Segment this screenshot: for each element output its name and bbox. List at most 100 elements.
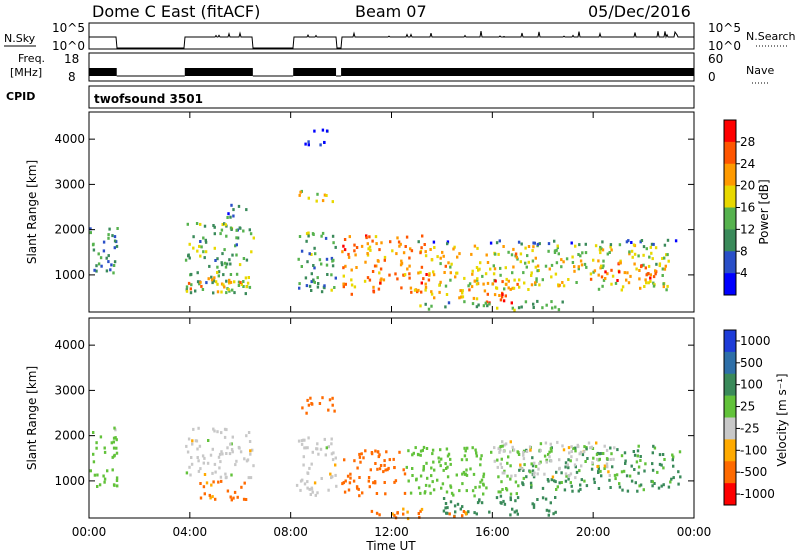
heatmap-cell	[436, 255, 439, 259]
heatmap-cell	[453, 504, 457, 508]
heatmap-cell	[507, 250, 510, 254]
heatmap-cell	[658, 262, 662, 266]
heatmap-cell	[449, 265, 452, 269]
heatmap-cell	[455, 473, 458, 477]
heatmap-cell	[414, 446, 417, 450]
heatmap-cell	[316, 276, 319, 280]
heatmap-cell	[627, 239, 630, 243]
heatmap-cell	[530, 484, 533, 488]
heatmap-cell	[576, 443, 579, 447]
cpid-label: CPID	[6, 90, 35, 103]
heatmap-cell	[471, 302, 475, 306]
heatmap-cell	[579, 450, 583, 454]
heatmap-cell	[333, 409, 336, 413]
heatmap-cell	[446, 475, 450, 479]
heatmap-cell	[666, 238, 670, 242]
heatmap-cell	[534, 464, 538, 468]
heatmap-cell	[531, 456, 534, 460]
heatmap-cell	[536, 242, 540, 246]
heatmap-cell	[198, 444, 202, 448]
heatmap-cell	[372, 481, 375, 485]
y-tick-label: 4000	[54, 338, 85, 352]
heatmap-cell	[516, 496, 520, 500]
heatmap-cell	[626, 271, 629, 275]
heatmap-cell	[657, 486, 661, 490]
colorbar-tick-label: 24	[740, 157, 755, 171]
heatmap-cell	[573, 269, 576, 273]
heatmap-cell	[511, 286, 514, 290]
heatmap-cell	[472, 296, 476, 300]
heatmap-cell	[373, 264, 377, 268]
heatmap-cell	[447, 452, 451, 456]
heatmap-cell	[192, 246, 195, 250]
heatmap-cell	[321, 199, 325, 203]
heatmap-cell	[437, 456, 440, 460]
heatmap-cell	[113, 246, 116, 250]
heatmap-cell	[216, 430, 219, 434]
heatmap-cell	[575, 470, 579, 474]
heatmap-cell	[464, 472, 467, 476]
heatmap-cell	[613, 473, 617, 477]
heatmap-cell	[653, 482, 656, 485]
heatmap-cell	[474, 448, 477, 452]
heatmap-cell	[213, 225, 216, 229]
heatmap-cell	[214, 497, 217, 501]
heatmap-cell	[509, 287, 512, 291]
heatmap-cell	[621, 285, 625, 289]
heatmap-cell	[515, 509, 518, 513]
heatmap-cell	[580, 263, 584, 267]
heatmap-cell	[231, 253, 234, 257]
heatmap-cell	[295, 483, 299, 487]
heatmap-cell	[519, 260, 522, 264]
heatmap-cell	[545, 460, 548, 464]
heatmap-cell	[619, 261, 622, 265]
heatmap-cell	[196, 271, 199, 275]
heatmap-cell	[501, 444, 504, 448]
heatmap-cell	[348, 481, 352, 485]
heatmap-cell	[311, 490, 314, 494]
heatmap-cell	[606, 465, 609, 469]
heatmap-cell	[341, 482, 344, 486]
heatmap-cell	[478, 485, 481, 489]
heatmap-cell	[535, 279, 538, 283]
heatmap-cell	[327, 488, 330, 492]
heatmap-cell	[502, 499, 505, 503]
heatmap-cell	[630, 479, 634, 483]
heatmap-cell	[463, 300, 466, 304]
heatmap-cell	[532, 306, 535, 309]
heatmap-cell	[513, 510, 516, 514]
heatmap-cell	[595, 453, 599, 456]
heatmap-cell	[482, 492, 485, 496]
heatmap-cell	[674, 239, 678, 243]
heatmap-cell	[403, 273, 407, 277]
heatmap-cell	[664, 264, 667, 268]
heatmap-cell	[211, 471, 214, 475]
heatmap-cell	[471, 489, 475, 493]
heatmap-cell	[544, 497, 548, 501]
heatmap-cell	[595, 441, 598, 445]
heatmap-cell	[671, 453, 674, 457]
heatmap-cell	[219, 475, 223, 479]
heatmap-cell	[208, 264, 211, 268]
heatmap-cell	[431, 452, 434, 456]
heatmap-cell	[252, 236, 255, 240]
heatmap-cell	[417, 240, 420, 244]
heatmap-cell	[330, 256, 334, 260]
heatmap-cell	[558, 481, 561, 485]
heatmap-cell	[445, 293, 449, 296]
heatmap-cell	[243, 457, 246, 461]
heatmap-cell	[485, 486, 488, 490]
heatmap-cell	[573, 463, 577, 467]
heatmap-cell	[444, 506, 447, 510]
freq-block	[89, 68, 117, 76]
heatmap-cell	[574, 476, 577, 480]
heatmap-cell	[522, 453, 525, 457]
heatmap-cell	[522, 271, 525, 275]
heatmap-cell	[188, 465, 191, 469]
heatmap-cell	[331, 403, 334, 407]
heatmap-cell	[89, 231, 92, 235]
heatmap-cell	[352, 479, 356, 483]
heatmap-cell	[197, 426, 200, 430]
heatmap-cell	[565, 257, 569, 261]
heatmap-cell	[532, 245, 535, 249]
